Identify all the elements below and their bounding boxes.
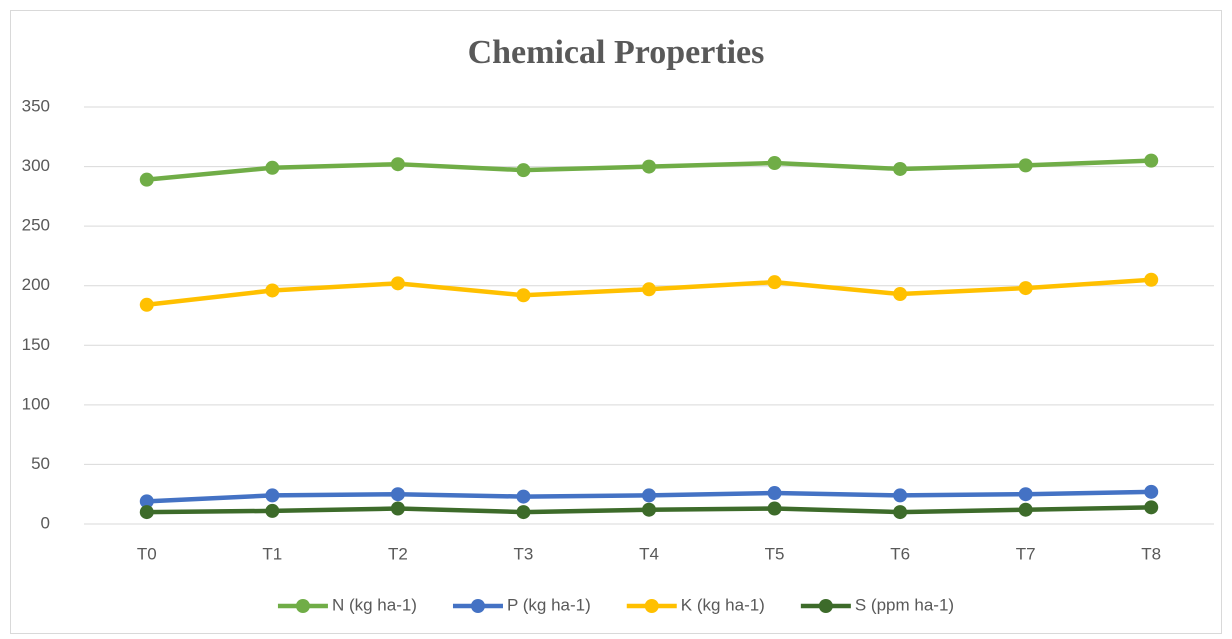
data-point	[265, 283, 280, 298]
data-point	[1018, 487, 1033, 502]
data-point	[767, 155, 782, 170]
data-point	[390, 487, 405, 502]
data-point	[516, 288, 531, 303]
data-point	[390, 276, 405, 291]
data-point	[1144, 272, 1159, 287]
legend-marker	[644, 599, 659, 613]
data-point	[139, 505, 154, 520]
data-point	[1144, 500, 1159, 515]
legend-marker	[470, 599, 485, 613]
data-point	[1144, 484, 1159, 499]
data-point	[516, 489, 531, 504]
y-tick-label: 350	[22, 96, 50, 115]
legend-label: K (kg ha-1)	[681, 595, 765, 614]
data-point	[767, 501, 782, 516]
legend-label: S (ppm ha-1)	[855, 595, 954, 614]
x-tick-label: T2	[388, 544, 408, 563]
legend-marker	[818, 599, 833, 613]
data-point	[265, 503, 280, 518]
data-point	[767, 275, 782, 290]
y-tick-label: 0	[41, 513, 50, 532]
data-point	[1018, 158, 1033, 173]
data-point	[265, 488, 280, 503]
x-tick-label: T8	[1141, 544, 1161, 563]
legend-label: N (kg ha-1)	[332, 595, 417, 614]
x-tick-label: T7	[1016, 544, 1036, 563]
data-point	[139, 297, 154, 312]
data-point	[1144, 153, 1159, 168]
legend-marker	[295, 599, 310, 613]
x-tick-label: T3	[514, 544, 534, 563]
y-tick-label: 300	[22, 156, 50, 175]
legend: N (kg ha-1) P (kg ha-1) K (kg ha-1) S (ppm …	[277, 595, 954, 614]
chart-border	[10, 10, 1222, 634]
data-point	[1018, 281, 1033, 296]
data-point	[390, 501, 405, 516]
x-tick-label: T1	[262, 544, 282, 563]
data-point	[1018, 502, 1033, 517]
y-tick-label: 250	[22, 216, 50, 235]
x-tick-label: T6	[890, 544, 910, 563]
data-point	[893, 161, 908, 176]
data-point	[642, 159, 656, 174]
data-point	[139, 494, 154, 509]
x-tick-label: T0	[137, 544, 157, 563]
x-tick-label: T5	[765, 544, 785, 563]
data-point	[893, 505, 908, 520]
data-point	[893, 488, 908, 503]
data-point	[893, 287, 908, 302]
data-point	[390, 157, 405, 172]
data-point	[516, 505, 531, 520]
data-point	[139, 172, 154, 187]
data-point	[767, 486, 782, 501]
legend-label: P (kg ha-1)	[507, 595, 591, 614]
y-tick-label: 150	[22, 335, 50, 354]
data-point	[642, 488, 656, 503]
data-point	[642, 282, 656, 297]
y-tick-label: 100	[22, 394, 50, 413]
chart-title: Chemical Properties	[468, 34, 765, 71]
data-point	[265, 160, 280, 175]
x-tick-label: T4	[639, 544, 659, 563]
data-point	[642, 502, 656, 517]
y-tick-label: 50	[31, 454, 50, 473]
data-point	[516, 163, 531, 178]
y-tick-label: 200	[22, 275, 50, 294]
